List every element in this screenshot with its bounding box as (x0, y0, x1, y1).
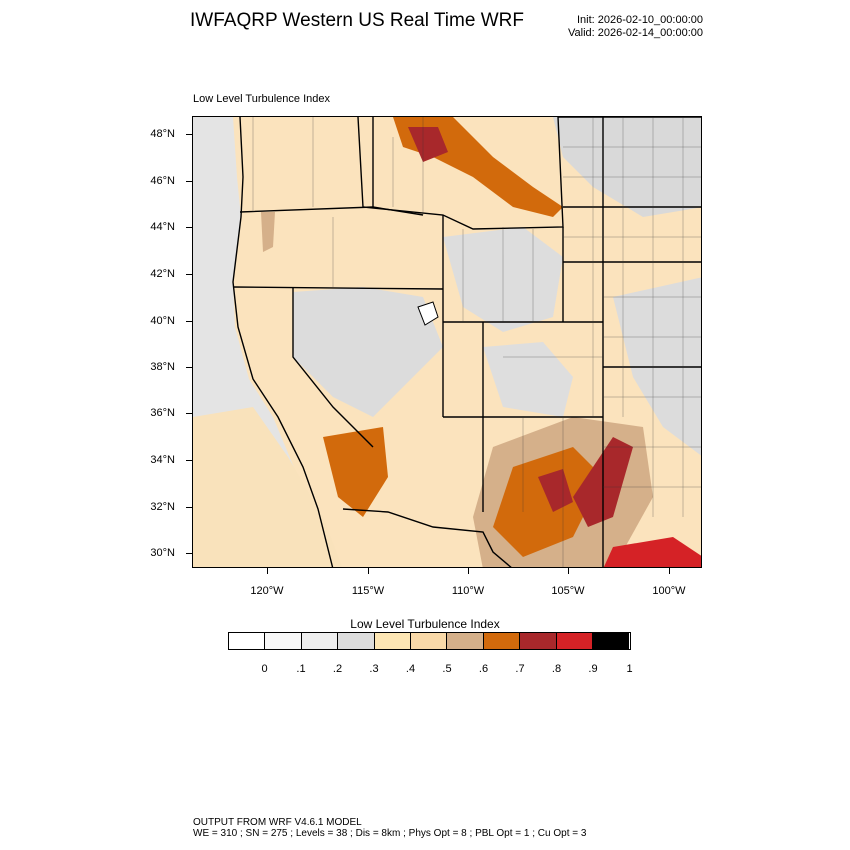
lon-label-120: 120°W (250, 585, 284, 597)
colorbar-label: .7 (515, 663, 525, 675)
lon-tick (368, 568, 369, 574)
model-info: OUTPUT FROM WRF V4.6.1 MODEL WE = 310 ; … (193, 817, 586, 839)
county-lines (252, 117, 701, 567)
newmexico-peak (538, 469, 573, 512)
colorbar-swatch (265, 633, 302, 649)
plains-north-grey (553, 117, 701, 217)
model-info-line2: WE = 310 ; SN = 275 ; Levels = 38 ; Dis … (193, 828, 587, 839)
colorbar-swatch (593, 633, 630, 649)
lat-tick (186, 507, 192, 508)
lat-label-40: 40°N (150, 315, 175, 327)
lon-tick (267, 568, 268, 574)
colorbar-swatch (520, 633, 557, 649)
lon-tick (669, 568, 670, 574)
lon-tick (468, 568, 469, 574)
model-info-line1: OUTPUT FROM WRF V4.6.1 MODEL (193, 817, 362, 828)
lat-tick (186, 134, 192, 135)
lat-label-32: 32°N (150, 501, 175, 513)
colorbar-label: .9 (588, 663, 598, 675)
colorbar-swatch (374, 633, 412, 649)
lat-label-36: 36°N (150, 407, 175, 419)
lat-tick (186, 321, 192, 322)
run-info: Init: 2026-02-10_00:00:00 Valid: 2026-02… (568, 14, 703, 40)
init-time: Init: 2026-02-10_00:00:00 (577, 14, 703, 26)
lon-label-100: 100°W (652, 585, 686, 597)
colorbar-label: 1 (626, 663, 633, 675)
state-boundaries (232, 117, 701, 567)
basin-grey (293, 287, 443, 417)
lon-tick (568, 568, 569, 574)
colorbar-swatch (411, 633, 448, 649)
colorbar-label: .6 (478, 663, 489, 675)
lat-tick (186, 413, 192, 414)
lat-tick (186, 553, 192, 554)
colorbar-label: .5 (442, 663, 452, 675)
colorbar (228, 632, 631, 650)
montana-peak (408, 127, 448, 162)
colorbar-swatch (556, 633, 594, 649)
cascades-mid (261, 212, 275, 252)
lat-label-30: 30°N (150, 547, 175, 559)
newmexico-high (493, 447, 603, 557)
colorbar-label: 0 (261, 663, 268, 675)
colorbar-swatch (229, 633, 266, 649)
lat-tick (186, 181, 192, 182)
colorbar-swatch (447, 633, 484, 649)
colorado-grey (483, 342, 573, 417)
field-title: Low Level Turbulence Index (193, 93, 330, 105)
lat-tick (186, 460, 192, 461)
map-panel (192, 116, 702, 568)
lon-label-105: 105°W (551, 585, 585, 597)
turbulence-map (193, 117, 701, 567)
lon-label-115: 115°W (351, 585, 385, 597)
lat-tick (186, 274, 192, 275)
chart-title: IWFAQRP Western US Real Time WRF (190, 10, 524, 31)
lat-label-38: 38°N (150, 361, 175, 373)
mohave-high (323, 427, 388, 517)
lat-label-42: 42°N (150, 268, 175, 280)
lon-label-110: 110°W (451, 585, 485, 597)
colorbar-swatch (338, 633, 375, 649)
valid-time: Valid: 2026-02-14_00:00:00 (568, 27, 703, 39)
ocean-south (193, 407, 343, 567)
south-texas-high (603, 537, 701, 567)
colorbar-label: .8 (551, 663, 562, 675)
colorbar-swatch (483, 633, 521, 649)
lat-label-44: 44°N (150, 221, 175, 233)
coastline (232, 117, 334, 567)
lat-label-34: 34°N (150, 454, 175, 466)
colorbar-title: Low Level Turbulence Index (350, 617, 500, 631)
lat-tick (186, 367, 192, 368)
colorbar-label: .3 (369, 663, 379, 675)
border-mexico (342, 508, 512, 567)
colorbar-label: .4 (405, 663, 416, 675)
colorbar-swatch (301, 633, 339, 649)
lat-label-48: 48°N (150, 128, 175, 140)
lat-tick (186, 227, 192, 228)
lat-label-46: 46°N (150, 175, 175, 187)
colorbar-label: .1 (296, 663, 306, 675)
great-salt-lake (417, 301, 439, 326)
colorbar-label: .2 (332, 663, 343, 675)
